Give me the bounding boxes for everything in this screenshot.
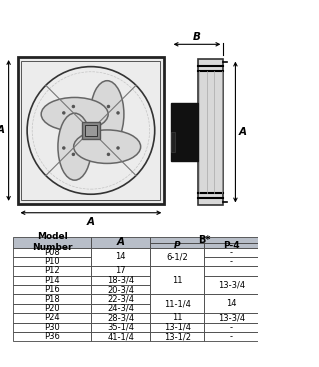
Text: 13-3/4: 13-3/4 (218, 280, 245, 290)
Bar (13, 237, 91, 247)
Text: P20: P20 (44, 304, 60, 313)
Bar (91, 294, 150, 304)
Text: P-4: P-4 (223, 240, 240, 250)
Bar (91, 304, 150, 313)
Bar (13, 332, 91, 341)
Bar (150, 266, 204, 294)
Ellipse shape (41, 98, 108, 131)
Circle shape (71, 153, 75, 156)
Text: 11: 11 (172, 313, 182, 322)
Circle shape (107, 105, 110, 108)
Text: P24: P24 (44, 313, 60, 322)
Text: P12: P12 (44, 266, 60, 276)
Text: 13-1/4: 13-1/4 (164, 323, 191, 332)
Text: 14: 14 (226, 299, 237, 308)
Text: -: - (230, 323, 233, 332)
Bar (13, 313, 91, 323)
Bar (21, 61, 160, 200)
Bar (150, 243, 204, 247)
Text: A: A (87, 217, 95, 227)
Bar (150, 294, 204, 313)
Bar (204, 313, 258, 323)
Text: 24-3/4: 24-3/4 (107, 304, 134, 313)
Bar (91, 313, 150, 323)
Circle shape (107, 153, 110, 156)
Circle shape (116, 111, 120, 115)
Text: P14: P14 (44, 276, 60, 285)
Bar (171, 132, 175, 152)
Text: A: A (238, 127, 247, 137)
Text: P08: P08 (44, 248, 60, 257)
Text: 17: 17 (115, 266, 126, 276)
Bar (204, 247, 258, 257)
Bar (85, 125, 97, 136)
Bar (13, 285, 91, 294)
Circle shape (71, 105, 75, 108)
Bar (91, 276, 150, 285)
Bar (204, 266, 258, 276)
Text: 6-1/2: 6-1/2 (167, 252, 188, 261)
Bar (91, 266, 150, 276)
Text: 14: 14 (115, 252, 126, 261)
Text: Model
Number: Model Number (32, 232, 72, 252)
Circle shape (116, 146, 120, 150)
Text: 13-1/2: 13-1/2 (164, 332, 191, 341)
Text: 22-3/4: 22-3/4 (107, 295, 134, 304)
Text: P36: P36 (44, 332, 60, 341)
Bar (204, 276, 258, 294)
Bar (91, 332, 150, 341)
Text: 11: 11 (172, 276, 182, 285)
Text: 35-1/4: 35-1/4 (107, 323, 134, 332)
Text: 20-3/4: 20-3/4 (107, 285, 134, 294)
Bar (204, 332, 258, 341)
Bar (150, 247, 204, 266)
Text: A: A (117, 237, 125, 247)
Text: 41-1/4: 41-1/4 (108, 332, 134, 341)
Ellipse shape (74, 130, 141, 163)
Text: 13-3/4: 13-3/4 (218, 313, 245, 322)
Text: P30: P30 (44, 323, 60, 332)
Bar (171, 103, 198, 161)
Bar (18, 57, 164, 204)
Text: P16: P16 (44, 285, 60, 294)
Text: A: A (0, 126, 5, 135)
Bar (91, 285, 150, 294)
Bar (198, 59, 223, 206)
Text: B: B (193, 32, 201, 42)
Bar (150, 237, 258, 243)
Text: P: P (174, 240, 181, 250)
Bar (13, 323, 91, 332)
Circle shape (62, 146, 65, 150)
Text: P10: P10 (44, 257, 60, 266)
Ellipse shape (90, 81, 124, 148)
Bar (82, 121, 100, 139)
Text: P18: P18 (44, 295, 60, 304)
Text: 18-3/4: 18-3/4 (107, 276, 134, 285)
Text: B*: B* (198, 235, 211, 245)
Text: -: - (230, 257, 233, 266)
Bar (13, 294, 91, 304)
Bar (150, 332, 204, 341)
Bar (204, 294, 258, 313)
Text: -: - (230, 248, 233, 257)
Bar (150, 313, 204, 323)
Text: -: - (230, 332, 233, 341)
Bar (91, 237, 150, 247)
Bar (91, 323, 150, 332)
Bar (13, 257, 91, 266)
Bar (204, 323, 258, 332)
Circle shape (62, 111, 65, 115)
Text: 28-3/4: 28-3/4 (107, 313, 134, 322)
Bar (13, 266, 91, 276)
Bar (204, 257, 258, 266)
Bar (13, 304, 91, 313)
Bar (13, 247, 91, 257)
Text: 11-1/4: 11-1/4 (164, 299, 191, 308)
Bar (13, 276, 91, 285)
Ellipse shape (58, 113, 92, 180)
Bar (91, 247, 150, 266)
Bar (204, 243, 258, 247)
Bar (150, 323, 204, 332)
